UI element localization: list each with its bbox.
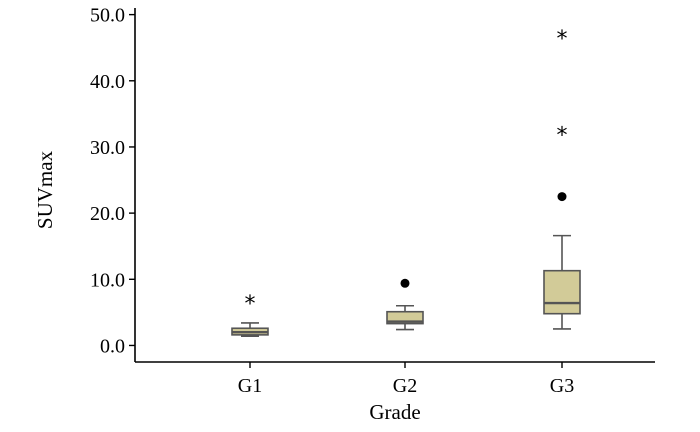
boxes-layer: *** — [231, 27, 581, 337]
y-tick-label: 0.0 — [100, 335, 125, 357]
y-tick-label: 40.0 — [90, 71, 125, 93]
box-group-g1: * — [231, 292, 269, 337]
y-axis-title: SUVmax — [33, 150, 57, 229]
x-tick-label-g1: G1 — [238, 375, 262, 397]
box-group-g3: ** — [543, 27, 581, 330]
outlier-star: * — [557, 27, 568, 52]
y-tick-label: 10.0 — [90, 269, 125, 291]
x-tick-label-g2: G2 — [393, 375, 417, 397]
x-tick-label-g3: G3 — [550, 375, 574, 397]
y-axis-ticks: 0.0 10.0 20.0 30.0 40.0 50.0 — [90, 5, 135, 357]
outlier-star: * — [557, 124, 568, 149]
outlier-circle — [557, 192, 567, 202]
outlier-circle — [400, 278, 410, 288]
outlier-star: * — [245, 292, 256, 317]
y-tick-label: 50.0 — [90, 5, 125, 27]
y-tick-label: 30.0 — [90, 137, 125, 159]
box-iqr — [386, 310, 424, 325]
x-axis-ticks: G1 G2 G3 — [238, 362, 574, 397]
box-group-g2 — [386, 278, 424, 331]
x-axis-title: Grade — [369, 400, 420, 424]
box-iqr — [543, 269, 581, 315]
y-tick-label: 20.0 — [90, 203, 125, 225]
